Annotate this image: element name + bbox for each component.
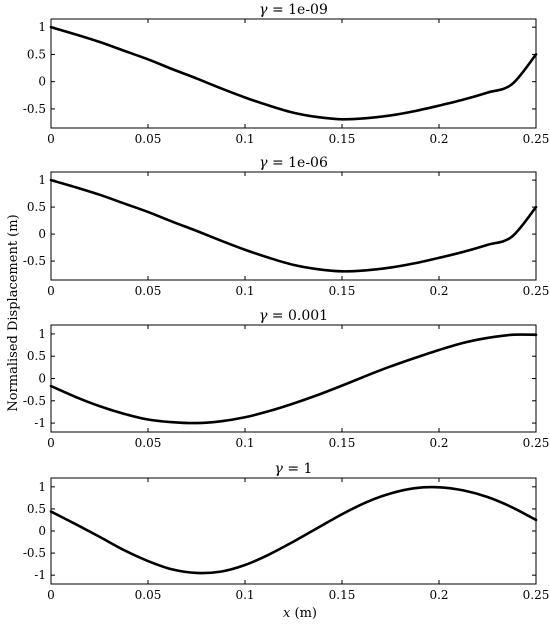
x-tick-label: 0.05 [135,132,162,146]
subplot-title: γ = 1 [275,461,313,477]
x-tick-label: 0 [47,588,55,602]
x-tick-label: 0.15 [329,588,356,602]
subplot-title-value: = 0.001 [267,308,328,324]
subplot-title-symbol: γ [275,461,284,477]
x-tick-label: 0.05 [135,436,162,450]
subplot-title-value: = 1e-09 [268,2,328,18]
subplot-title-value: = 1e-06 [268,155,328,171]
y-tick-label: 0.5 [27,502,46,516]
subplot-title: γ = 1e-06 [259,155,328,171]
subplot-2: γ = 1e-06 0 0.05 0.1 0.15 0.2 0.25 1 0.5 0 -0.5 [23,155,550,298]
subplot-title: γ = 0.001 [259,308,328,324]
subplot-title-value: = 1 [283,461,313,477]
y-tick-label: -1 [34,416,46,430]
y-axis-label: Normalised Displacement (m) [6,214,21,411]
y-tick-label: 1 [38,20,46,34]
plot-frame [50,477,537,585]
x-tick-label: 0 [47,284,55,298]
y-tick-label: 1 [38,173,46,187]
y-tick-label: 1 [38,327,46,341]
y-tick-label: 0 [38,524,46,538]
y-tick-label: 0.5 [27,349,46,363]
series-line [49,485,538,575]
subplot-4: γ = 1 0 0.05 0.1 0.15 0.2 0.25 1 0.5 0 -0.5 -1 [23,461,550,602]
y-tick-label: -0.5 [23,394,46,408]
x-tick-label: 0.2 [429,588,448,602]
x-axis-label: x (m) [283,606,317,621]
y-tick-label: 0 [38,227,46,241]
x-tick-label: 0.1 [235,436,254,450]
y-tick-label: 0.5 [27,200,46,214]
y-tick-label: 0 [38,372,46,386]
y-tick-label: -0.5 [23,102,46,116]
x-tick-label: 0.2 [429,284,448,298]
x-tick-label: 0 [47,436,55,450]
series-line [49,25,538,121]
x-tick-label: 0.25 [523,436,550,450]
subplot-title: γ = 1e-09 [259,2,328,18]
subplot-title-symbol: γ [259,155,268,171]
x-tick-label: 0.1 [235,284,254,298]
x-tick-label: 0.1 [235,588,254,602]
x-tick-label: 0.15 [329,132,356,146]
x-axis-label-variable: x [283,606,291,621]
x-tick-label: 0.2 [429,436,448,450]
y-tick-label: -0.5 [23,546,46,560]
x-tick-label: 0.05 [135,588,162,602]
y-tick-label: -0.5 [23,254,46,268]
x-tick-label: 0.1 [235,132,254,146]
subplot-title-symbol: γ [259,2,268,18]
y-tick-label: -1 [34,568,46,582]
y-tick-label: 0 [38,75,46,89]
subplot-3: γ = 0.001 0 0.05 0.1 0.15 0.2 0.25 1 0.5 0 -0.5 -1 [23,308,550,450]
x-tick-label: 0.25 [523,284,550,298]
x-tick-label: 0.25 [523,588,550,602]
x-tick-label: 0.05 [135,284,162,298]
x-tick-label: 0.2 [429,132,448,146]
plot-frame [50,171,537,281]
y-tick-label: 0.5 [27,47,46,61]
x-tick-label: 0.15 [329,436,356,450]
plot-frame [50,18,537,129]
subplot-1: γ = 1e-09 0 0.05 0.1 0.15 0.2 0.25 1 0.5 0 -0.5 [23,2,550,146]
y-tick-label: 1 [38,480,46,494]
subplot-title-symbol: γ [259,308,268,324]
x-axis-label-unit: (m) [290,606,317,621]
x-tick-label: 0 [47,132,55,146]
plot-frame [50,324,537,433]
x-tick-label: 0.25 [523,132,550,146]
series-line [49,333,538,425]
x-tick-label: 0.15 [329,284,356,298]
series-line [49,178,538,273]
